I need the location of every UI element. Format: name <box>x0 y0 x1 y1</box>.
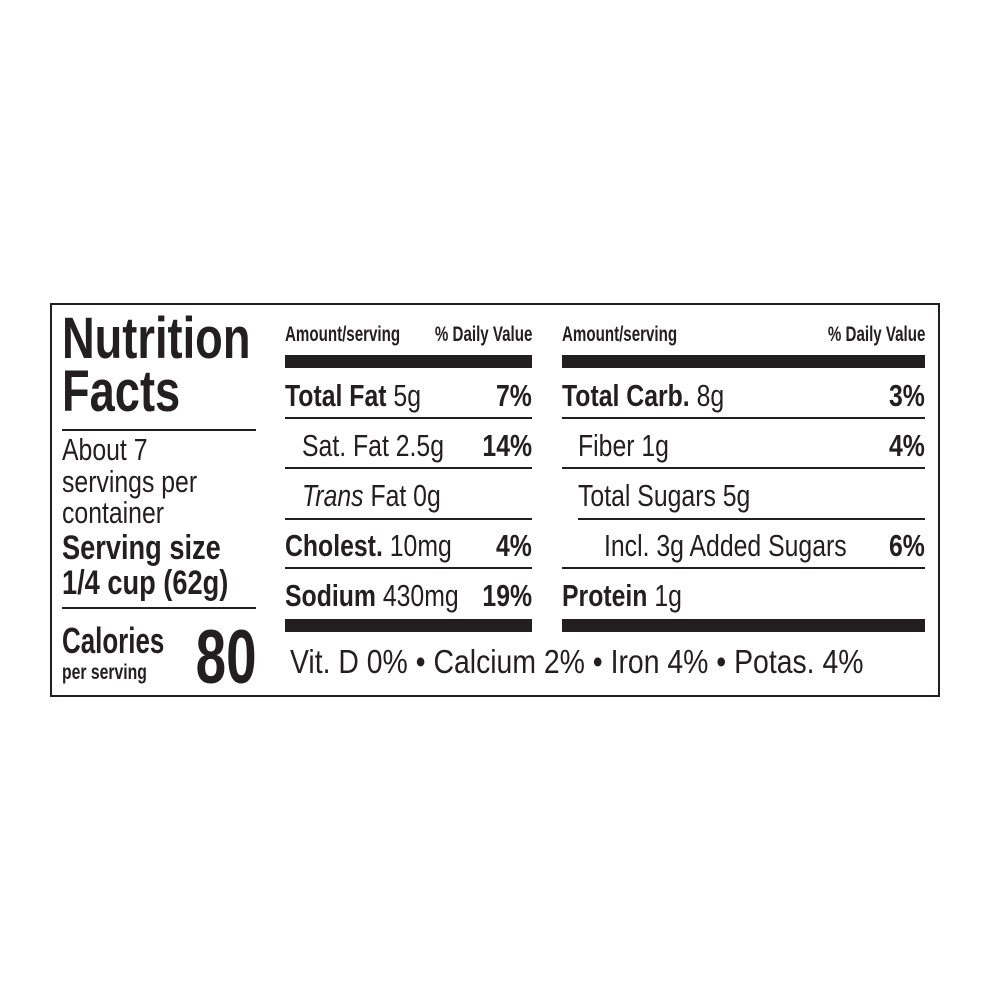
divider <box>62 429 256 431</box>
dv-header-right: % Daily Value <box>827 323 925 346</box>
nutrient-added-sugars: Incl. 3g Added Sugars <box>604 528 847 563</box>
nutrient-fiber: Fiber 1g <box>578 428 669 463</box>
dv-total-carb: 3% <box>889 378 925 413</box>
amount-header-right: Amount/serving <box>562 323 678 346</box>
dv-header: % Daily Value <box>434 323 532 346</box>
dv-total-fat: 7% <box>496 378 532 413</box>
calories-value: 80 <box>196 615 257 700</box>
nutrient-trans-fat: Trans Fat 0g <box>302 478 441 513</box>
nutrient-cholesterol: Cholest. 10mg <box>285 528 452 563</box>
divider <box>562 567 925 569</box>
divider <box>285 467 532 469</box>
title-line-2: Facts <box>62 359 181 424</box>
nutrient-total-fat: Total Fat 5g <box>285 378 421 413</box>
thick-bar <box>562 355 925 368</box>
serving-size-value: 1/4 cup (62g) <box>62 564 229 602</box>
divider <box>562 467 925 469</box>
servings-line-2: servings per <box>62 464 198 499</box>
divider <box>562 417 925 419</box>
servings-line-1: About 7 <box>62 432 148 467</box>
nutrient-total-sugars: Total Sugars 5g <box>578 478 751 513</box>
calories-label: Calories <box>62 620 165 661</box>
divider <box>285 518 532 520</box>
nutrient-protein: Protein 1g <box>562 578 682 613</box>
dv-fiber: 4% <box>889 428 925 463</box>
dv-added-sugars: 6% <box>889 528 925 563</box>
dv-sodium: 19% <box>482 578 532 613</box>
dv-sat-fat: 14% <box>482 428 532 463</box>
divider <box>62 607 256 609</box>
serving-size-label: Serving size <box>62 529 221 567</box>
divider <box>578 518 925 520</box>
divider <box>285 417 532 419</box>
nutrient-sat-fat: Sat. Fat 2.5g <box>302 428 444 463</box>
nutrient-total-carb: Total Carb. 8g <box>562 378 725 413</box>
thick-bar <box>562 619 925 632</box>
amount-header: Amount/serving <box>285 323 401 346</box>
servings-line-3: container <box>62 495 165 530</box>
thick-bar <box>285 619 532 632</box>
dv-cholesterol: 4% <box>496 528 532 563</box>
nutrition-facts-panel <box>50 303 940 697</box>
calories-sub: per serving <box>62 661 147 684</box>
nutrient-sodium: Sodium 430mg <box>285 578 459 613</box>
thick-bar <box>285 355 532 368</box>
title-line-1: Nutrition <box>62 306 251 371</box>
divider <box>285 567 532 569</box>
vitamins-minerals: Vit. D 0% • Calcium 2% • Iron 4% • Potas… <box>290 643 864 680</box>
